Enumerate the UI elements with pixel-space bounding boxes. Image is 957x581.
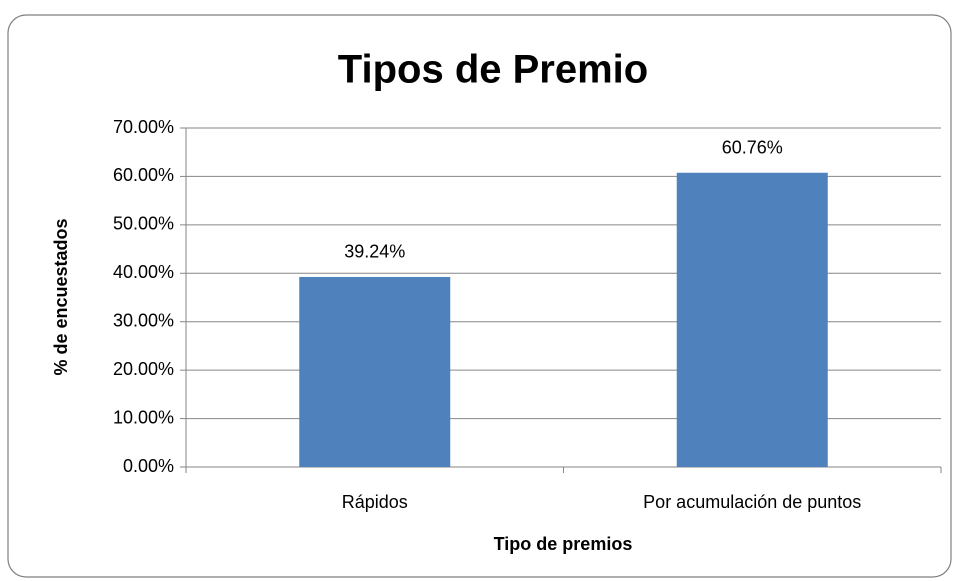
y-tick-label: 10.00% (113, 407, 174, 427)
data-label: 60.76% (722, 137, 783, 157)
x-tick-label: Por acumulación de puntos (643, 492, 861, 512)
y-tick-label: 50.00% (113, 214, 174, 234)
y-axis-title: % de encuestados (51, 218, 71, 375)
data-label: 39.24% (344, 242, 405, 262)
x-tick-label: Rápidos (342, 492, 408, 512)
y-tick-label: 20.00% (113, 359, 174, 379)
chart-title: Tipos de Premio (338, 48, 648, 92)
y-tick-label: 60.00% (113, 165, 174, 185)
bar (676, 172, 828, 468)
y-tick-label: 70.00% (113, 117, 174, 137)
bar (299, 276, 451, 467)
y-tick-label: 0.00% (123, 456, 174, 476)
y-tick-label: 30.00% (113, 310, 174, 330)
x-axis-title: Tipo de premios (494, 534, 633, 554)
y-tick-label: 40.00% (113, 262, 174, 282)
